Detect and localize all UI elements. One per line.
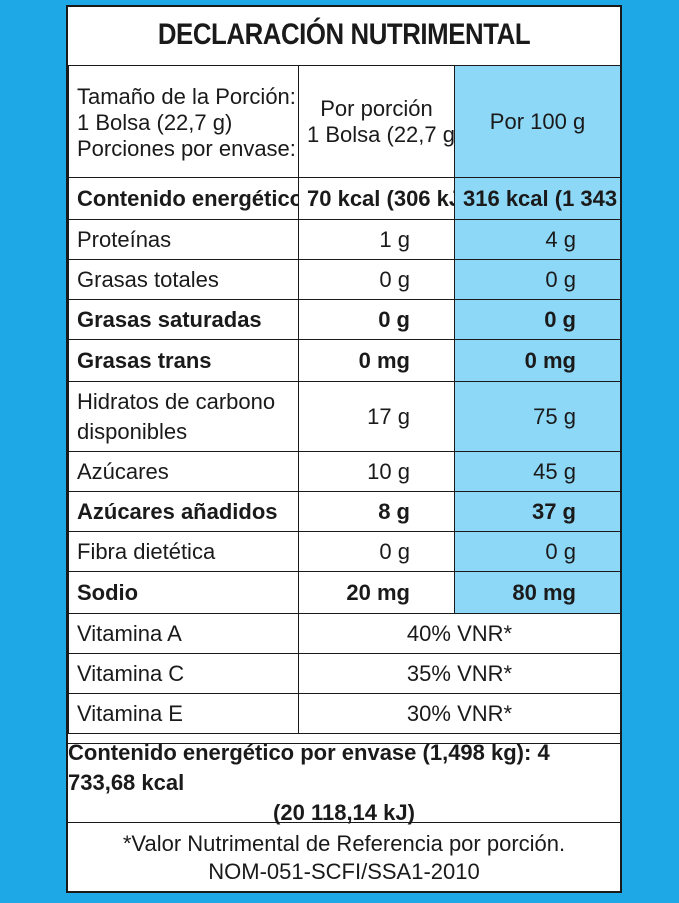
vitamin-row: Vitamina E 30% VNR* [68, 693, 621, 734]
per-100g-value: 45 g [454, 451, 621, 492]
panel-title: DECLARACIÓN NUTRIMENTAL [157, 18, 531, 51]
nutrient-row: Hidratos de carbono disponibles 17 g 75 g [68, 381, 621, 452]
nutrient-row: Grasas trans 0 mg 0 mg [68, 339, 621, 382]
energy-per-package-line2: (20 118,14 kJ) [273, 800, 415, 825]
nutrition-table: Tamaño de la Porción: 1 Bolsa (22,7 g) P… [68, 65, 621, 734]
per-portion-title: Por porción [320, 95, 433, 121]
nutrient-label: Proteínas [68, 219, 299, 260]
per-100g-value: 4 g [454, 219, 621, 260]
nutrient-label: Azúcares añadidos [68, 491, 299, 532]
per-portion-header: Por porción 1 Bolsa (22,7 g) [298, 65, 455, 178]
per-100g-value: 316 kcal (1 343 kJ) [454, 177, 621, 220]
nutrient-row: Sodio 20 mg 80 mg [68, 571, 621, 614]
per-portion-value: 1 g [298, 219, 455, 260]
vitamin-label: Vitamina C [68, 653, 299, 694]
vitamin-value: 30% VNR* [298, 693, 621, 734]
nutrient-row: Azúcares 10 g 45 g [68, 451, 621, 492]
footnote-line1: *Valor Nutrimental de Referencia por por… [122, 831, 566, 856]
per-100g-value: 75 g [454, 381, 621, 452]
per-portion-value: 0 g [298, 259, 455, 300]
footnote: *Valor Nutrimental de Referencia por por… [68, 825, 620, 891]
per-portion-value: 10 g [298, 451, 455, 492]
serving-info: Tamaño de la Porción: 1 Bolsa (22,7 g) P… [68, 65, 299, 178]
per-portion-value: 70 kcal (306 kJ) [298, 177, 455, 220]
vitamin-label: Vitamina A [68, 613, 299, 654]
vitamin-value: 40% VNR* [298, 613, 621, 654]
energy-per-package-line1: Contenido energético por envase (1,498 k… [68, 740, 550, 795]
footnote-line2: NOM-051-SCFI/SSA1-2010 [208, 859, 480, 884]
nutrient-label-line: disponibles [77, 418, 188, 444]
nutrient-label-line: Hidratos de carbono [77, 388, 276, 414]
per-portion-size: 1 Bolsa (22,7 g) [307, 121, 455, 147]
per-portion-value: 20 mg [298, 571, 455, 614]
nutrient-row: Azúcares añadidos 8 g 37 g [68, 491, 621, 532]
per-100g-value: 0 g [454, 531, 621, 572]
per-portion-value: 0 g [298, 299, 455, 340]
per-100g-value: 80 mg [454, 571, 621, 614]
nutrient-label: Azúcares [68, 451, 299, 492]
serving-size-label: Tamaño de la Porción: [77, 83, 296, 109]
servings-per-package: Porciones por envase: 66 [77, 135, 298, 161]
table-header-row: Tamaño de la Porción: 1 Bolsa (22,7 g) P… [68, 65, 621, 178]
nutrient-label: Grasas totales [68, 259, 299, 300]
per-100g-value: 0 g [454, 299, 621, 340]
serving-size-value: 1 Bolsa (22,7 g) [77, 109, 233, 135]
nutrient-label: Hidratos de carbono disponibles [68, 381, 299, 452]
per-100g-value: 37 g [454, 491, 621, 532]
energy-per-package: Contenido energético por envase (1,498 k… [68, 740, 620, 825]
nutrient-label: Grasas saturadas [68, 299, 299, 340]
nutrition-panel: DECLARACIÓN NUTRIMENTAL Tamaño de la Por… [66, 5, 622, 893]
nutrient-row: Contenido energético 70 kcal (306 kJ) 316 … [68, 177, 621, 220]
nutrient-label: Fibra dietética [68, 531, 299, 572]
per-100g-value: 0 mg [454, 339, 621, 382]
per-100g-header: Por 100 g [454, 65, 621, 178]
per-portion-value: 8 g [298, 491, 455, 532]
per-portion-value: 17 g [298, 381, 455, 452]
per-100g-value: 0 g [454, 259, 621, 300]
per-portion-value: 0 g [298, 531, 455, 572]
nutrient-label: Contenido energético [68, 177, 299, 220]
vitamin-row: Vitamina C 35% VNR* [68, 653, 621, 694]
vitamin-value: 35% VNR* [298, 653, 621, 694]
per-portion-value: 0 mg [298, 339, 455, 382]
nutrient-label: Grasas trans [68, 339, 299, 382]
nutrient-label: Sodio [68, 571, 299, 614]
vitamin-label: Vitamina E [68, 693, 299, 734]
vitamin-row: Vitamina A 40% VNR* [68, 613, 621, 654]
